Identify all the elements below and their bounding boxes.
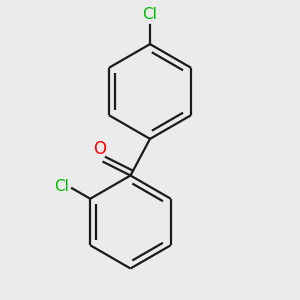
Text: Cl: Cl [54,179,69,194]
Text: Cl: Cl [142,7,158,22]
Text: O: O [93,140,106,158]
